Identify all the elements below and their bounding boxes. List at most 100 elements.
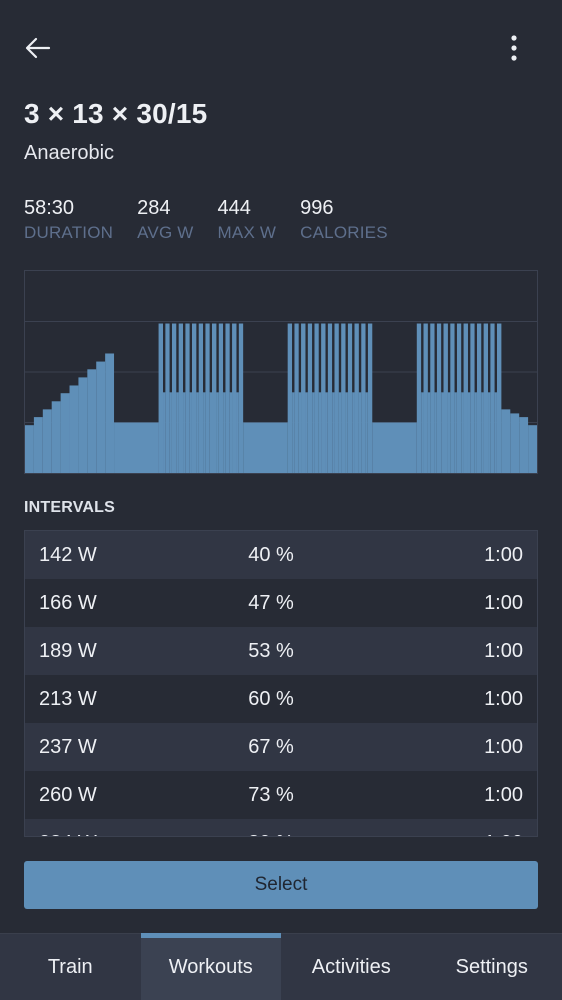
chart-bar — [238, 323, 244, 473]
chart-bar — [341, 323, 346, 473]
chart-bar — [96, 361, 106, 473]
chart-bar — [42, 409, 52, 473]
interval-row[interactable]: 237 W 67 % 1:00 — [25, 723, 537, 771]
interval-percent: 80 % — [199, 832, 403, 837]
workout-category: Anaerobic — [24, 142, 115, 164]
chart-bar — [338, 392, 342, 473]
chart-bar — [501, 409, 511, 473]
tab-settings[interactable]: Settings — [455, 955, 528, 978]
workout-title: 3 × 13 × 30/15 — [24, 98, 208, 129]
chart-bar — [367, 323, 373, 473]
stat-value: 58:30 — [24, 197, 75, 219]
chart-recovery-gap — [189, 323, 192, 393]
chart-bar — [189, 392, 192, 473]
stat-duration: 58:30 DURATION — [24, 196, 113, 245]
chart-bar — [301, 323, 306, 473]
chart-bar — [51, 401, 61, 473]
chart-bar — [519, 417, 529, 473]
workout-profile-svg — [25, 321, 537, 473]
intervals-heading: INTERVALS — [24, 499, 115, 516]
stat-label: MAX W — [217, 223, 277, 242]
chart-recovery-gap — [447, 323, 451, 393]
interval-row[interactable]: 166 W 47 % 1:00 — [25, 579, 537, 627]
chart-recovery-gap — [176, 323, 179, 393]
chart-recovery-gap — [358, 323, 362, 393]
chart-bar — [461, 392, 464, 473]
back-button[interactable] — [24, 28, 70, 68]
interval-row[interactable]: 189 W 53 % 1:00 — [25, 627, 537, 675]
chart-bar — [169, 392, 172, 473]
chart-recovery-gap — [325, 323, 328, 393]
chart-bar — [171, 323, 177, 473]
chart-bar — [218, 323, 224, 473]
chart-bar — [236, 392, 239, 473]
chart-bar — [196, 392, 199, 473]
chart-bar — [476, 323, 482, 473]
interval-percent: 67 % — [248, 735, 294, 758]
chart-recovery-gap — [421, 323, 424, 393]
chart-bar — [481, 392, 484, 473]
intervals-list[interactable]: 142 W 40 % 1:00 166 W 47 % 1:00 189 W 53 % 1:00 2… — [24, 530, 538, 837]
chart-bar — [456, 323, 462, 473]
chart-bar — [347, 323, 353, 473]
chart-recovery-gap — [312, 323, 315, 393]
interval-row[interactable]: 142 W 40 % 1:00 — [25, 531, 537, 579]
interval-row[interactable]: 260 W 73 % 1:00 — [25, 771, 537, 819]
stat-value: 996 — [300, 197, 334, 219]
chart-bar — [345, 392, 348, 473]
chart-bar — [292, 392, 295, 473]
stat-label: CALORIES — [300, 223, 388, 242]
chart-bar — [69, 385, 79, 473]
interval-row[interactable]: 213 W 60 % 1:00 — [25, 675, 537, 723]
chart-bar — [488, 392, 491, 473]
chart-recovery-gap — [318, 323, 322, 393]
chart-bar — [430, 323, 435, 473]
interval-duration: 1:00 — [484, 543, 523, 566]
chart-bar — [365, 392, 368, 473]
chart-recovery-gap — [488, 323, 491, 393]
chart-bar — [441, 392, 444, 473]
chart-bar — [203, 392, 206, 473]
chart-bar — [421, 392, 424, 473]
chart-bar — [165, 323, 170, 473]
tab-workouts[interactable]: Workouts — [140, 933, 281, 1000]
workout-profile-chart — [24, 270, 538, 474]
chart-bar — [454, 392, 457, 473]
tab-activities[interactable]: Activities — [311, 955, 391, 978]
stat-value: 284 — [137, 197, 171, 219]
interval-row[interactable]: 284 W80 %1:00 — [25, 819, 537, 837]
chart-recovery-gap — [365, 323, 368, 393]
chart-recovery-gap — [427, 323, 431, 393]
chart-bar — [163, 392, 166, 473]
chart-bar — [114, 422, 159, 473]
chart-recovery-gap — [236, 323, 239, 393]
arrow-left-icon — [25, 37, 51, 59]
chart-recovery-gap — [216, 323, 219, 393]
chart-bar — [205, 323, 210, 473]
chart-recovery-gap — [196, 323, 199, 393]
chart-bar — [470, 323, 475, 473]
interval-watts: 213 W — [39, 687, 97, 710]
interval-watts: 142 W — [39, 543, 97, 566]
more-options-button[interactable] — [494, 28, 534, 68]
chart-bar — [436, 323, 442, 473]
tab-train[interactable]: Train — [47, 955, 93, 978]
chart-recovery-gap — [494, 323, 497, 393]
select-button[interactable]: Select — [24, 861, 538, 909]
chart-bar — [312, 392, 315, 473]
interval-watts: 260 W — [39, 783, 97, 806]
chart-bar — [327, 323, 333, 473]
chart-recovery-gap — [461, 323, 464, 393]
chart-bar — [243, 422, 288, 473]
bottom-navigation: Train Workouts Activities Settings — [0, 933, 562, 1000]
interval-percent: 53 % — [248, 639, 294, 662]
interval-percent: 73 % — [248, 783, 294, 806]
chart-bar — [211, 323, 217, 473]
chart-bar — [321, 323, 326, 473]
chart-bar — [229, 392, 233, 473]
stat-label: DURATION — [24, 223, 114, 242]
chart-bar — [314, 323, 319, 473]
chart-bar — [25, 425, 34, 473]
chart-bar — [216, 392, 219, 473]
interval-watts: 284 W — [39, 832, 199, 837]
